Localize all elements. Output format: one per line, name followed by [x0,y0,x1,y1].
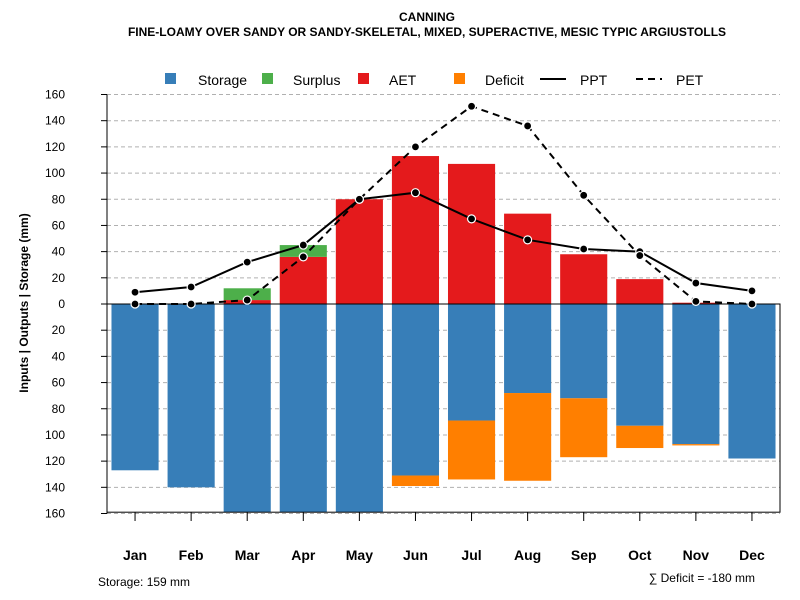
y-tick-label: 40 [52,349,66,363]
storage-bar [504,304,552,394]
legend-swatch-surplus [262,73,273,84]
y-tick-label: 20 [52,323,66,337]
storage-note: Storage: 159 mm [98,575,190,589]
legend-label-aet: AET [389,72,417,88]
legend: Storage Surplus AET Deficit PPT PET [165,72,704,88]
x-tick-label: Apr [291,547,316,563]
aet-bar [504,213,552,304]
pet-point [747,299,757,309]
ppt-line [134,191,753,294]
legend-label-ppt: PPT [580,72,608,88]
storage-bar [728,304,776,459]
x-tick-label: Oct [628,547,652,563]
x-tick-label: Mar [235,547,260,563]
aet-bar [560,254,608,304]
pet-line [135,105,753,305]
storage-bar [223,304,271,513]
storage-bar [447,304,496,421]
ppt-point [186,282,196,292]
pet-point [466,101,477,111]
legend-swatch-deficit [454,73,465,84]
ppt-point [747,286,757,296]
legend-label-deficit: Deficit [485,72,524,88]
y-tick-label: 160 [45,507,65,521]
y-tick-label: 0 [58,297,65,311]
legend-label-storage: Storage [198,72,247,88]
pet-point [186,299,196,309]
ppt-point [466,214,477,224]
aet-bar [447,163,496,304]
y-tick-label: 140 [45,114,65,128]
y-tick-label: 160 [45,88,65,102]
x-tick-label: Dec [739,547,765,563]
y-axis-label: Inputs | Outputs | Storage (mm) [17,213,31,392]
y-tick-label: 80 [52,402,66,416]
pet-point [354,194,364,204]
x-tick-label: May [346,547,373,563]
aet-bar [391,156,440,304]
deficit-bar [560,398,608,458]
y-tick-label: 140 [45,480,65,494]
ppt-point [242,257,252,267]
aet-bar [279,256,327,304]
ppt-point [298,240,308,250]
pet-point [635,250,645,261]
ppt-point [130,287,140,297]
deficit-bar [616,425,664,449]
storage-bar [111,304,159,471]
legend-swatch-storage [165,73,176,84]
deficit-bar [391,475,440,487]
deficit-bar [672,444,720,446]
x-tick-label: Aug [514,547,541,563]
storage-bar [616,304,664,426]
ppt-point [579,244,589,254]
x-tick-label: Feb [179,547,204,563]
aet-bar [616,279,664,304]
x-tick-label: Sep [571,547,597,563]
pet-point [523,121,533,131]
pet-point [242,295,252,305]
legend-label-surplus: Surplus [293,72,340,88]
storage-bar [391,304,440,476]
deficit-bar [504,393,552,481]
legend-swatch-aet [358,73,369,84]
y-tick-label: 60 [52,376,66,390]
pet-point [130,299,140,309]
y-tick-label: 120 [45,454,65,468]
x-tick-label: Nov [683,547,710,563]
ppt-point [691,278,701,288]
pet-point [410,142,421,152]
storage-bar [335,304,383,513]
deficit-bar [447,420,496,480]
y-tick-label: 40 [52,245,66,259]
pet-point [691,296,701,306]
y-tick-label: 80 [52,192,66,206]
ppt-point [410,188,421,198]
storage-bar [672,304,720,445]
ppt-point [523,235,533,245]
deficit-note: ∑ Deficit = -180 mm [649,571,755,585]
y-tick-label: 20 [52,271,66,285]
chart-title: CANNING [399,10,455,24]
legend-label-pet: PET [676,72,704,88]
x-tick-label: Jul [461,547,481,563]
x-tick-label: Jun [403,547,428,563]
y-tick-label: 100 [45,428,65,442]
storage-bar [560,304,608,399]
y-tick-label: 120 [45,140,65,154]
pet-point [579,190,589,200]
storage-bar [167,304,215,488]
pet-point [298,252,308,262]
x-tick-label: Jan [123,547,147,563]
chart-subtitle: FINE-LOAMY OVER SANDY OR SANDY-SKELETAL,… [128,25,726,39]
storage-bar [279,304,327,513]
surplus-bar [279,245,327,257]
y-tick-label: 100 [45,166,65,180]
y-tick-label: 60 [52,218,66,232]
surplus-bar [223,288,271,301]
